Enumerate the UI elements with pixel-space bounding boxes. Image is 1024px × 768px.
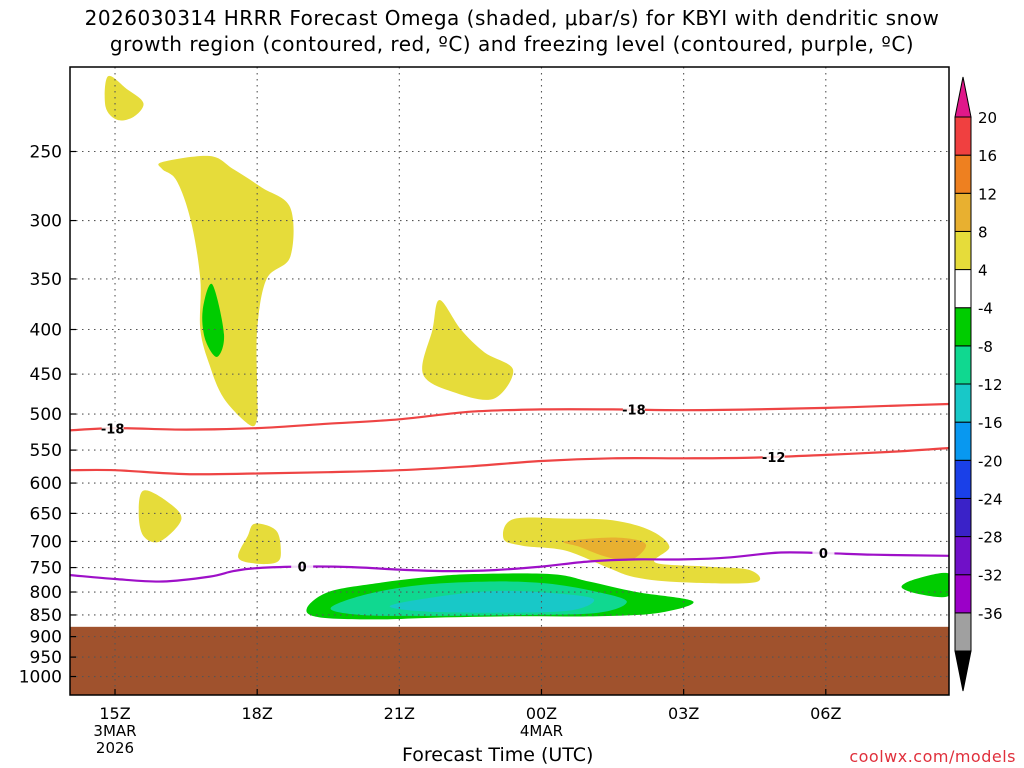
ytick-label: 550 [30, 441, 62, 461]
contour-label-bg [812, 546, 835, 561]
ytick-label: 250 [30, 143, 62, 163]
colorbar-label: -20 [978, 452, 1003, 470]
colorbar-label: -36 [978, 605, 1003, 623]
contour-label-bg [101, 421, 124, 436]
colorbar-label: 4 [978, 262, 988, 280]
colorbar-label: -8 [978, 338, 993, 356]
temperature-contours: -18 -18 -12 0 0 [70, 402, 949, 583]
contour-label: 0 [298, 561, 307, 576]
plot-area: -18 -18 -12 0 0 [70, 67, 949, 695]
colorbar-swatch [954, 116, 972, 156]
contour-label-bg [762, 449, 785, 464]
colorbar: 20 16 12 8 4 -4 -8 -12 -16 -20 -24 -28 -32 -36 [954, 76, 1003, 692]
colorbar-high-arrow [954, 76, 972, 118]
omega-shading [104, 75, 949, 620]
omega-region-0 [104, 75, 144, 121]
omega-region-10 [202, 283, 225, 357]
colorbar-swatch [954, 154, 972, 194]
xtick-sublabel: 4MAR [520, 722, 563, 740]
colorbar-swatch [954, 345, 972, 385]
xtick-label: 21Z [384, 704, 415, 723]
colorbar-label: 8 [978, 223, 988, 241]
xtick-label: 18Z [242, 704, 273, 723]
ytick-label: 350 [30, 270, 62, 290]
ytick-label: 450 [30, 365, 62, 385]
colorbar-label: 12 [978, 185, 997, 203]
colorbar-swatch [954, 459, 972, 499]
colorbar-swatch [954, 536, 972, 576]
ytick-label: 650 [30, 504, 62, 524]
ytick-label: 600 [30, 474, 62, 494]
ytick-label: 700 [30, 532, 62, 552]
colorbar-label: -4 [978, 300, 993, 318]
colorbar-swatch [954, 574, 972, 614]
plot-frame [69, 66, 950, 696]
xtick-label: 03Z [668, 704, 699, 723]
omega-region-2 [422, 300, 514, 400]
contour-label: -18 [622, 404, 646, 419]
contour-label: -18 [101, 422, 125, 437]
x-axis-title: Forecast Time (UTC) [402, 744, 594, 766]
colorbar-swatch [954, 230, 972, 271]
omega-region-9 [389, 590, 595, 613]
y-axis: 2503003504004505005506006507007508008509… [19, 143, 76, 688]
colorbar-label: -12 [978, 376, 1003, 394]
contour-label-bg [622, 402, 645, 417]
ytick-label: 850 [30, 606, 62, 626]
colorbar-swatch [954, 269, 972, 309]
xtick-label: 15Z [99, 704, 130, 723]
contour-label-bg [291, 559, 314, 574]
colorbar-label: -28 [978, 529, 1003, 547]
xtick-label: 06Z [810, 704, 841, 723]
ytick-label: 400 [30, 321, 62, 341]
colorbar-swatch [954, 421, 972, 461]
terrain-fill [70, 626, 949, 695]
omega-region-3 [138, 490, 182, 543]
chart-title-line1: 2026030314 HRRR Forecast Omega (shaded, … [84, 6, 940, 30]
colorbar-label: 20 [978, 109, 997, 127]
ytick-label: 300 [30, 212, 62, 232]
contour-label: -12 [762, 451, 786, 466]
colorbar-swatch [954, 383, 972, 423]
colorbar-low-arrow [954, 650, 972, 692]
grid-lines [70, 67, 949, 695]
contour-line-0 [70, 551, 949, 583]
ytick-label: 500 [30, 405, 62, 425]
colorbar-swatch [954, 192, 972, 232]
ytick-label: 1000 [19, 668, 62, 688]
colorbar-swatch [954, 497, 972, 538]
contour-label: 0 [819, 547, 828, 562]
contour-line--12 [70, 446, 949, 476]
ytick-label: 900 [30, 628, 62, 648]
colorbar-label: 16 [978, 147, 997, 165]
ytick-label: 750 [30, 559, 62, 579]
omega-region-6 [563, 537, 647, 561]
ytick-label: 800 [30, 583, 62, 603]
xtick-sublabel: 3MAR [93, 722, 136, 740]
chart-title-line2: growth region (contoured, red, ºC) and f… [109, 32, 915, 56]
xtick-label: 00Z [526, 704, 557, 723]
colorbar-swatch [954, 307, 972, 347]
credit-text: coolwx.com/models [849, 747, 1016, 766]
colorbar-swatch [954, 612, 972, 652]
omega-region-1 [158, 155, 294, 427]
colorbar-label: -32 [978, 567, 1003, 585]
terrain-rect [70, 626, 949, 695]
ytick-label: 950 [30, 648, 62, 668]
omega-region-11 [901, 572, 949, 598]
colorbar-label: -16 [978, 414, 1003, 432]
omega-region-4 [238, 523, 281, 565]
contour-line--18 [70, 402, 949, 432]
xtick-sublabel: 2026 [96, 739, 134, 757]
colorbar-label: -24 [978, 490, 1003, 508]
